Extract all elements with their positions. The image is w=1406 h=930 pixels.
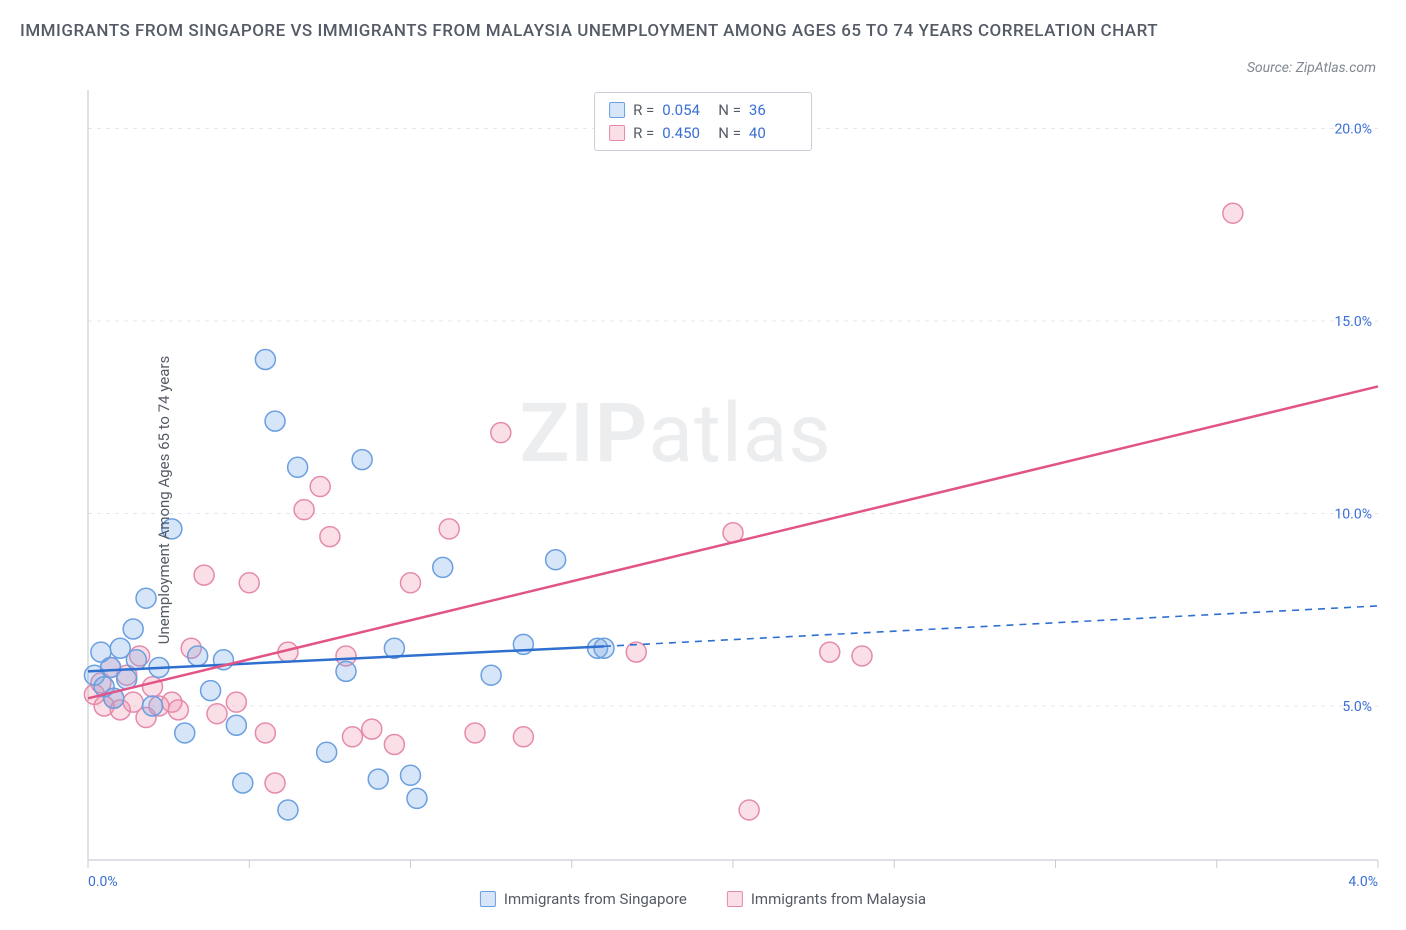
svg-text:15.0%: 15.0% [1334, 314, 1372, 330]
svg-text:10.0%: 10.0% [1334, 507, 1372, 523]
svg-text:0.0%: 0.0% [88, 874, 118, 890]
scatter-chart: 0.0% 4.0% 5.0% 10.0% 15.0% 20.0% [20, 90, 1386, 910]
swatch-singapore [609, 102, 625, 118]
legend-item-singapore: Immigrants from Singapore [480, 890, 687, 908]
svg-text:5.0%: 5.0% [1342, 699, 1372, 715]
swatch-singapore [480, 891, 496, 907]
y-axis-label: Unemployment Among Ages 65 to 74 years [155, 356, 173, 644]
svg-text:4.0%: 4.0% [1348, 874, 1378, 890]
chart-container: Unemployment Among Ages 65 to 74 years Z… [20, 90, 1386, 910]
legend-item-malaysia: Immigrants from Malaysia [727, 890, 926, 908]
source-credit: Source: ZipAtlas.com [1247, 60, 1376, 76]
svg-text:20.0%: 20.0% [1334, 122, 1372, 138]
chart-title: IMMIGRANTS FROM SINGAPORE VS IMMIGRANTS … [20, 18, 1158, 45]
swatch-malaysia [609, 125, 625, 141]
swatch-malaysia [727, 891, 743, 907]
stats-row-singapore: R = 0.054 N = 36 [609, 99, 797, 122]
stats-row-malaysia: R = 0.450 N = 40 [609, 122, 797, 145]
legend-bottom: Immigrants from Singapore Immigrants fro… [480, 890, 926, 908]
stats-legend-box: R = 0.054 N = 36 R = 0.450 N = 40 [594, 92, 812, 151]
